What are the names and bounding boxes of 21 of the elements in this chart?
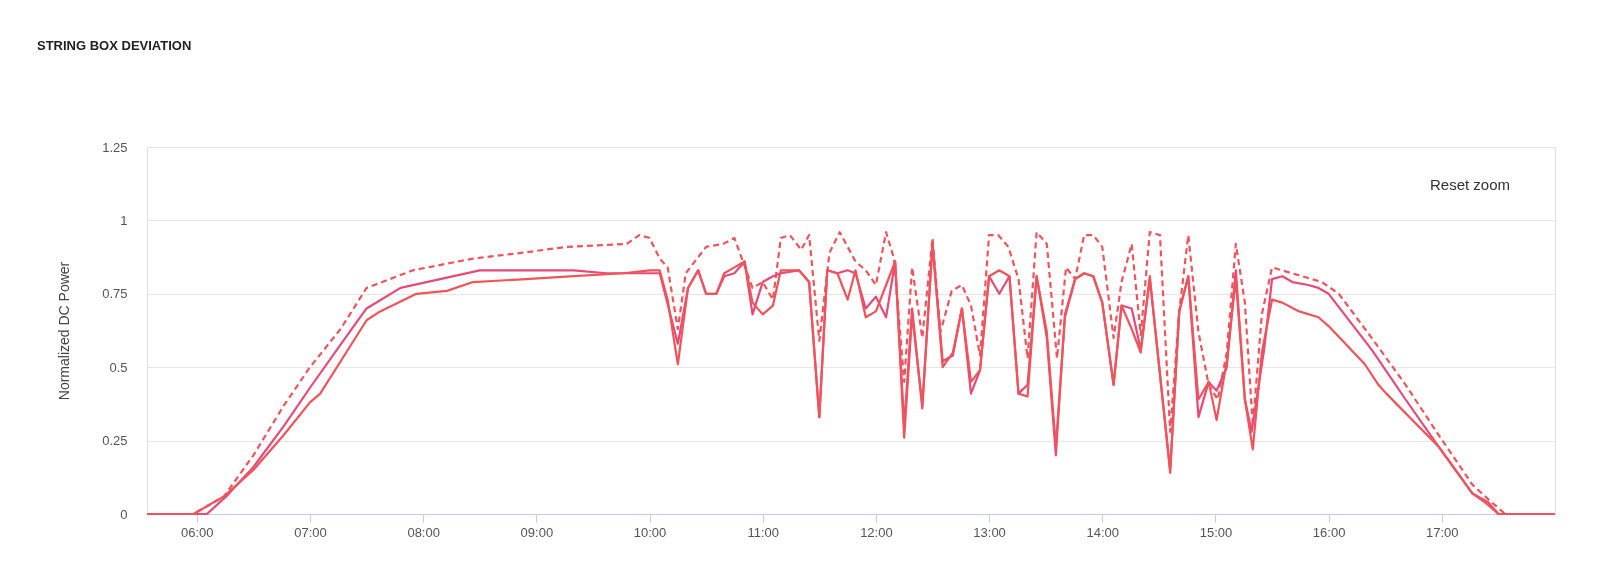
chart-title: STRING BOX DEVIATION <box>37 38 192 53</box>
x-tick-label: 13:00 <box>973 524 1006 540</box>
x-tick-label: 07:00 <box>294 524 327 540</box>
x-tick-label: 14:00 <box>1086 524 1120 540</box>
y-tick-label: 0.25 <box>102 433 128 449</box>
y-tick-label: 0.75 <box>102 286 128 302</box>
x-tick-label: 11:00 <box>747 524 780 540</box>
x-tick-label: 17:00 <box>1426 524 1459 540</box>
x-tick-label: 08:00 <box>407 524 440 540</box>
x-tick-label: 10:00 <box>633 524 667 540</box>
annotation: Reset zoom <box>1429 176 1511 193</box>
y-tick-label: 0.5 <box>109 359 128 375</box>
y-tick-label: 1.25 <box>102 139 128 155</box>
y-tick-label: 0 <box>120 506 128 522</box>
x-tick-label: 12:00 <box>860 524 893 540</box>
x-tick-label: 06:00 <box>181 524 214 540</box>
x-tick-label: 15:00 <box>1199 524 1233 540</box>
x-tick-label: 09:00 <box>520 524 554 540</box>
y-axis-title: Normalized DC Power <box>56 261 73 401</box>
y-tick-label: 1 <box>120 212 128 228</box>
x-tick-label: 16:00 <box>1312 524 1346 540</box>
